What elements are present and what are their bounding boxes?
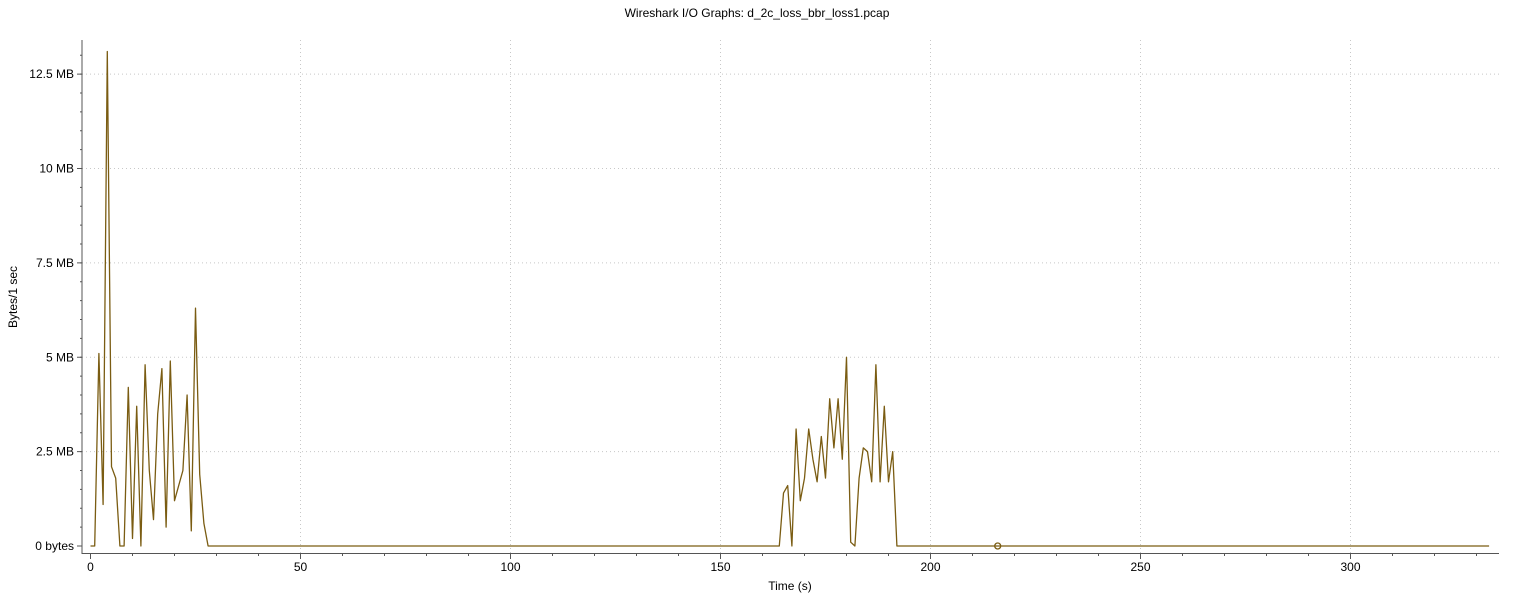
x-axis-label: Time (s) [768, 579, 812, 593]
y-tick-label: 7.5 MB [36, 256, 74, 270]
y-tick-label: 5 MB [46, 350, 74, 364]
y-tick-label: 10 MB [39, 162, 74, 176]
x-tick-label: 50 [294, 560, 308, 574]
x-tick-label: 0 [87, 560, 94, 574]
grid [82, 40, 1499, 553]
x-tick-label: 150 [710, 560, 730, 574]
chart-title: Wireshark I/O Graphs: d_2c_loss_bbr_loss… [624, 6, 890, 20]
y-tick-label: 0 bytes [35, 539, 74, 553]
series-line [90, 50, 1490, 547]
x-tick-label: 200 [920, 560, 940, 574]
y-tick-label: 2.5 MB [36, 445, 74, 459]
selected-point-marker [994, 542, 1002, 550]
x-tick-label: 300 [1340, 560, 1360, 574]
x-tick-label: 100 [500, 560, 520, 574]
axes: 0 bytes 2.5 MB 5 MB 7.5 MB 10 MB 12.5 MB 0 50 10… [29, 40, 1499, 574]
y-tick-label: 12.5 MB [29, 67, 74, 81]
series-layer [90, 50, 1490, 550]
x-tick-label: 250 [1130, 560, 1150, 574]
